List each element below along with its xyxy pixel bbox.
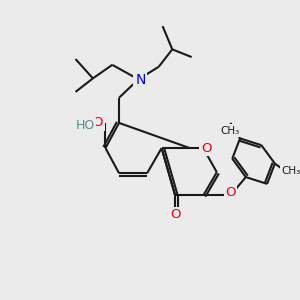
Text: N: N [135, 73, 146, 87]
Text: HO: HO [76, 119, 95, 132]
Text: CH₃: CH₃ [282, 166, 300, 176]
Text: O: O [201, 142, 211, 154]
Text: CH₃: CH₃ [221, 126, 240, 136]
Text: H: H [79, 119, 88, 132]
Text: O: O [225, 186, 236, 199]
Text: O: O [170, 208, 180, 221]
Text: O: O [92, 116, 103, 129]
